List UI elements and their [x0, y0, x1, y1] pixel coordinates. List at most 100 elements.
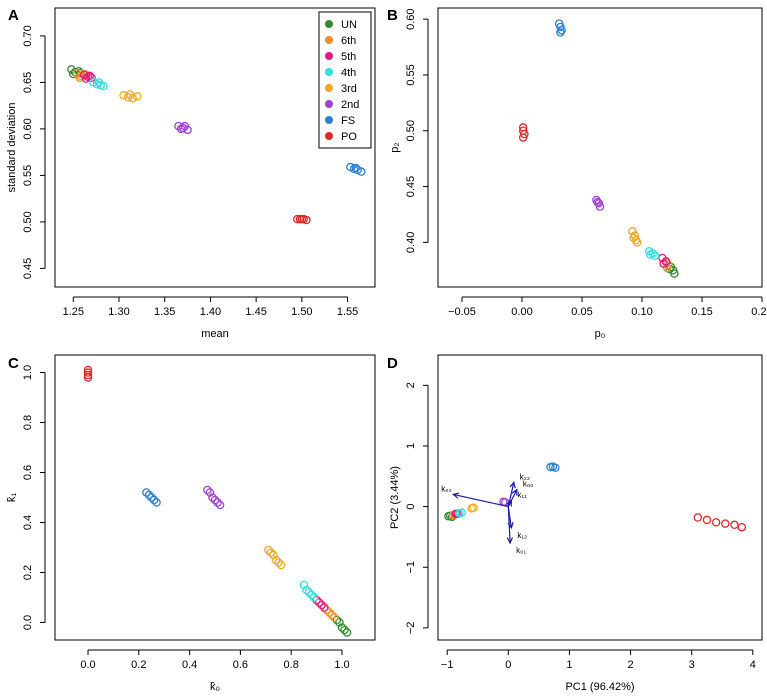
loading-arrowhead [511, 488, 518, 496]
plot-frame [54, 354, 376, 641]
y-axis-label: k̂₁ [6, 493, 18, 503]
point-4th [309, 593, 319, 602]
point-2nd [210, 495, 220, 505]
legend-label-FS: FS [341, 115, 355, 127]
x-tick-label: 0.8 [284, 659, 299, 671]
x-axis-label: mean [201, 328, 229, 340]
point-3rd [119, 91, 128, 100]
y-tick-label: 0.45 [22, 258, 34, 279]
y-tick-label: 0.55 [405, 64, 417, 85]
plot-frame [54, 7, 376, 288]
x-tick-label: 0.05 [571, 306, 592, 318]
point-PO [721, 519, 730, 528]
point-PO [293, 214, 302, 224]
x-tick-label: 0.00 [511, 306, 532, 318]
loading-arrowhead [451, 492, 460, 499]
loading-label: k₁₂ [517, 531, 527, 540]
point-PO [518, 133, 528, 142]
y-tick-label: 0.2 [22, 565, 34, 580]
legend-swatch-3rd [325, 84, 333, 92]
x-tick-label: 0.2 [131, 659, 146, 671]
point-5th [87, 73, 96, 83]
x-tick-label: −0.05 [448, 306, 476, 318]
point-UN [332, 615, 342, 625]
x-tick-label: 0.15 [691, 306, 712, 318]
y-tick-label: 1.0 [22, 365, 34, 380]
point-UN [337, 623, 347, 632]
plot-frame [437, 7, 763, 288]
point-PO [702, 515, 712, 525]
point-3rd [133, 92, 142, 101]
x-tick-label: 0.4 [182, 659, 197, 671]
y-tick-label: 0.60 [405, 8, 417, 29]
legend-swatch-UN [325, 20, 333, 28]
x-tick-label: 0.0 [80, 659, 95, 671]
y-tick-label: 0.0 [22, 615, 34, 630]
loading-label: k₀₁ [516, 546, 526, 555]
point-PO [83, 368, 93, 377]
panel-letter-D: D [387, 355, 398, 372]
x-tick-label: 1.35 [154, 306, 175, 318]
x-tick-label: 1.55 [337, 306, 358, 318]
point-4th [304, 588, 314, 597]
point-3rd [276, 560, 286, 570]
point-2nd [593, 197, 602, 207]
loading-label: k₀₀ [523, 480, 534, 489]
legend-label-UN: UN [341, 19, 357, 31]
x-tick-label: 0.20 [751, 306, 767, 318]
y-tick-label: 0.8 [22, 415, 34, 430]
y-tick-label: 0.6 [22, 465, 34, 480]
loading-arrowhead [509, 480, 516, 489]
x-tick-label: 0.6 [233, 659, 248, 671]
y-tick-label: −1 [405, 561, 417, 574]
point-5th [659, 259, 668, 268]
point-5th [661, 257, 671, 266]
point-4th [299, 580, 309, 590]
legend-label-4th: 4th [341, 67, 356, 79]
point-2nd [215, 500, 225, 510]
point-PO [693, 513, 703, 522]
point-3rd [125, 90, 135, 99]
point-3rd [632, 238, 642, 247]
legend-label-3rd: 3rd [341, 83, 357, 95]
point-6th [330, 613, 339, 622]
y-tick-label: 0.45 [405, 176, 417, 197]
legend-swatch-FS [325, 116, 333, 124]
point-PO [302, 215, 311, 225]
point-FS [142, 488, 151, 497]
y-axis-label: standard deviation [6, 103, 18, 193]
point-5th [317, 600, 326, 610]
legend-label-6th: 6th [341, 35, 356, 47]
point-4th [307, 590, 316, 600]
plot-frame [437, 354, 763, 641]
x-tick-label: 1.50 [291, 306, 312, 318]
loading-arrowhead [506, 499, 512, 507]
point-PO [83, 370, 93, 380]
legend-swatch-4th [325, 68, 333, 76]
point-FS [551, 463, 560, 473]
loading-label: k₁₁ [517, 491, 527, 500]
loading-label: k₀₂ [441, 484, 451, 493]
point-4th [457, 508, 467, 517]
point-FS [351, 163, 361, 173]
point-FS [147, 493, 156, 502]
panel-letter-C: C [8, 355, 19, 372]
point-FS [149, 495, 159, 505]
point-PO [83, 365, 93, 375]
loading-arrowhead [506, 537, 514, 545]
y-tick-label: 0.50 [405, 120, 417, 141]
legend-swatch-6th [325, 36, 333, 44]
point-FS [144, 490, 154, 500]
point-5th [312, 595, 321, 605]
point-2nd [213, 498, 222, 507]
y-tick-label: 1 [405, 443, 417, 449]
point-3rd [271, 555, 281, 565]
point-UN [342, 628, 352, 637]
legend-label-PO: PO [341, 131, 357, 143]
loading-arrow [453, 493, 509, 508]
point-2nd [174, 121, 183, 131]
point-FS [152, 498, 161, 507]
point-2nd [208, 493, 217, 502]
legend-swatch-PO [325, 132, 333, 140]
